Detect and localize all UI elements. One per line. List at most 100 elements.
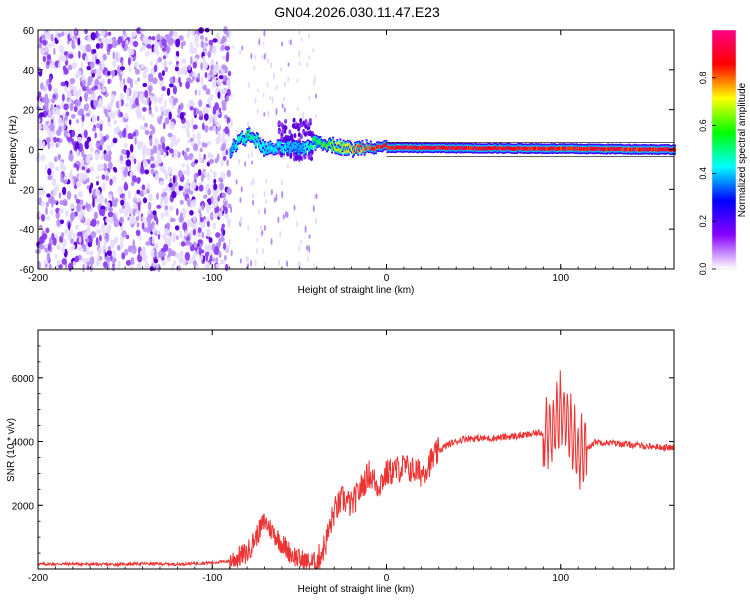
spectrogram-noise-cell [154, 105, 159, 113]
spectrogram-signal-core [468, 145, 470, 150]
spectrogram-noise-cell [38, 42, 43, 49]
spectrogram-noise-cell [163, 151, 167, 159]
spectrogram-noise-cell [71, 62, 77, 70]
snr-x-tick-label: -200 [28, 573, 48, 584]
spectrogram-noise-cell [212, 74, 215, 80]
spectrogram-noise-cell [129, 143, 134, 153]
spectrogram-noise-cell [214, 157, 219, 164]
spectrogram-noise-cell [111, 114, 116, 119]
spectrogram-noise-cell [91, 218, 97, 228]
spectrogram-signal-core [346, 142, 349, 147]
spectrogram-noise-cell [137, 202, 141, 211]
spectrogram-noise-cell [132, 131, 137, 137]
spectrogram-signal-core [304, 148, 307, 152]
spectrogram-noise-cell [43, 259, 49, 265]
spectrogram-sparse-cell [238, 158, 241, 166]
spectrogram-noise-cell [46, 60, 50, 66]
spectrogram-signal-core [543, 146, 546, 151]
spectrogram-signal-core [299, 146, 302, 150]
spectrogram-noise-cell [224, 206, 228, 215]
spectrogram-noise-cell [104, 198, 108, 204]
spectrogram-noise-cell [215, 263, 220, 269]
spectrogram-signal-core [447, 146, 450, 151]
spectrogram-noise-cell [98, 132, 104, 138]
spectrogram-sparse-cell [283, 106, 286, 113]
spectrogram-noise-cell [142, 45, 146, 51]
spectrogram-noise-cell [221, 88, 227, 95]
spectrogram-noise-cell [38, 197, 42, 206]
spectrogram-noise-cell [182, 187, 185, 193]
spectrogram-noise-cell [102, 163, 108, 172]
spectrogram-noise-cell [129, 134, 134, 140]
spectrogram-signal-core [267, 144, 270, 149]
spectrogram-signal-core [320, 141, 323, 146]
spectrogram-noise-cell [69, 229, 74, 236]
spectrogram-noise-cell [73, 176, 76, 186]
spectrogram-noise-cell [121, 148, 127, 155]
spectrogram-signal-core [311, 144, 314, 149]
spectrogram-sparse-cell [254, 259, 257, 267]
spectrogram-noise-cell [76, 164, 80, 172]
spectrogram-sparse-cell [239, 197, 242, 203]
spectrogram-noise-cell [218, 177, 223, 182]
spectrogram-sparse-cell [267, 109, 270, 118]
spectrogram-y-tick-label: -20 [20, 185, 35, 196]
spectrogram-noise-cell [202, 55, 206, 63]
spectrogram-noise-cell [218, 239, 221, 248]
spectrogram-noise-cell [53, 156, 58, 163]
spectrogram-noise-cell [98, 97, 103, 106]
spectrogram-noise-cell [36, 118, 41, 123]
spectrogram-noise-cell [62, 199, 68, 207]
spectrogram-signal-core [327, 141, 330, 146]
spectrogram-noise-cell [192, 260, 197, 267]
spectrogram-noise-cell [137, 143, 141, 150]
spectrogram-noise-cell [176, 266, 181, 271]
spectrogram-signal-core [497, 146, 500, 151]
spectrogram-noise-cell [122, 129, 127, 138]
spectrogram-noise-cell [204, 244, 208, 253]
spectrogram-noise-cell [107, 78, 111, 84]
spectrogram-noise-cell [75, 180, 82, 188]
spectrogram-noise-cell [107, 115, 111, 124]
spectrogram-noise-cell [72, 244, 76, 249]
spectrogram-signal-core [577, 147, 580, 151]
spectrogram-noise-cell [136, 164, 141, 171]
spectrogram-noise-cell [122, 30, 126, 35]
spectrogram-halo-cell [309, 152, 313, 158]
spectrogram-noise-cell [42, 39, 47, 46]
spectrogram-noise-cell [103, 153, 109, 162]
spectrogram-noise-cell [64, 59, 69, 66]
spectrogram-signal-core [445, 146, 447, 151]
spectrogram-noise-cell [175, 38, 181, 48]
spectrogram-signal-core [504, 146, 507, 151]
snr-y-tick-label: 2000 [12, 501, 35, 512]
spectrogram-signal-core [332, 139, 335, 144]
spectrogram-sparse-cell [250, 259, 253, 267]
spectrogram-signal-core [314, 143, 317, 148]
spectrogram-noise-cell [119, 154, 124, 162]
spectrogram-noise-cell [146, 182, 151, 190]
spectrogram-noise-cell [46, 54, 52, 60]
spectrogram-noise-cell [81, 243, 87, 249]
spectrogram-noise-cell [38, 185, 45, 191]
spectrogram-noise-cell [101, 223, 106, 233]
spectrogram-sparse-cell [283, 97, 286, 102]
spectrogram-noise-cell [45, 227, 50, 234]
spectrogram-noise-cell [219, 182, 224, 191]
spectrogram-noise-cell [200, 61, 204, 71]
spectrogram-noise-cell [192, 216, 196, 222]
colorbar-tick-label: 0.8 [698, 72, 708, 85]
spectrogram-noise-cell [126, 234, 130, 240]
spectrogram-noise-cell [168, 111, 172, 120]
spectrogram-signal-core [458, 145, 461, 150]
spectrogram-noise-cell [135, 97, 139, 106]
spectrogram-noise-cell [157, 263, 161, 273]
spectrogram-noise-cell [116, 52, 120, 60]
spectrogram-noise-cell [60, 232, 65, 239]
spectrogram-noise-cell [139, 165, 143, 172]
spectrogram-noise-cell [165, 222, 171, 230]
spectrogram-signal-core [635, 146, 638, 151]
spectrogram-noise-cell [63, 51, 68, 56]
spectrogram-signal-core [373, 146, 376, 151]
spectrogram-noise-cell [41, 140, 46, 149]
